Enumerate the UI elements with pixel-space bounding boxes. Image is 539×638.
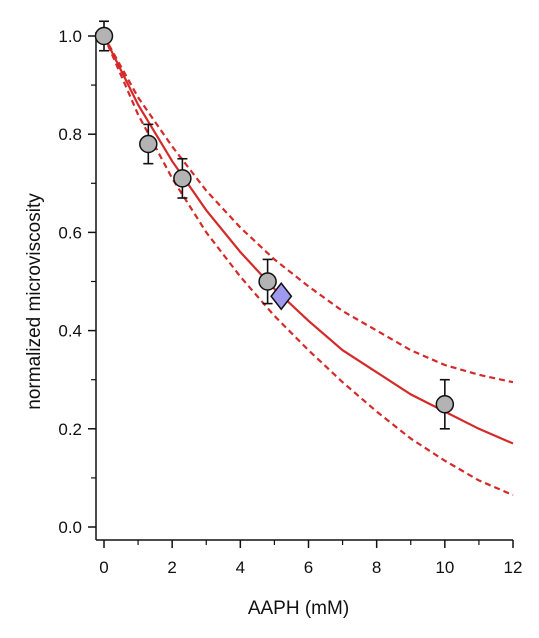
data-point-circle [173, 169, 192, 188]
x-tick-label: 2 [167, 558, 176, 577]
y-tick-label: 0.6 [58, 223, 82, 242]
data-point-circle [435, 395, 455, 414]
fit-curve [103, 35, 514, 445]
x-tick-label: 8 [372, 558, 381, 577]
y-axis-ticks: 0.0 0.2 0.4 0.6 0.8 1.0 [58, 27, 96, 537]
y-tick-label: 0.8 [58, 125, 82, 144]
x-tick-label: 4 [236, 558, 245, 577]
data-point-circle [258, 272, 277, 291]
data-point-circle [94, 26, 114, 46]
y-tick-label: 0.0 [58, 518, 82, 537]
fit-curves [102, 35, 514, 497]
data-point-diamond [270, 282, 293, 311]
x-axis-label: AAPH (mM) [248, 598, 349, 619]
x-axis-ticks: 0 2 4 6 8 10 12 [99, 540, 522, 577]
x-tick-label: 6 [304, 558, 313, 577]
y-axis-label: normalized microviscosity [24, 193, 45, 410]
confidence-band-curve [103, 35, 514, 384]
x-tick-label: 10 [435, 558, 454, 577]
y-tick-label: 0.4 [58, 322, 82, 341]
y-tick-label: 1.0 [58, 27, 82, 46]
confidence-band-curve [102, 35, 514, 497]
x-tick-label: 12 [504, 558, 523, 577]
y-tick-label: 0.2 [58, 420, 82, 439]
data-point-circle [139, 134, 158, 154]
axes [95, 32, 513, 541]
x-tick-label: 0 [99, 558, 108, 577]
data-points [94, 20, 455, 430]
